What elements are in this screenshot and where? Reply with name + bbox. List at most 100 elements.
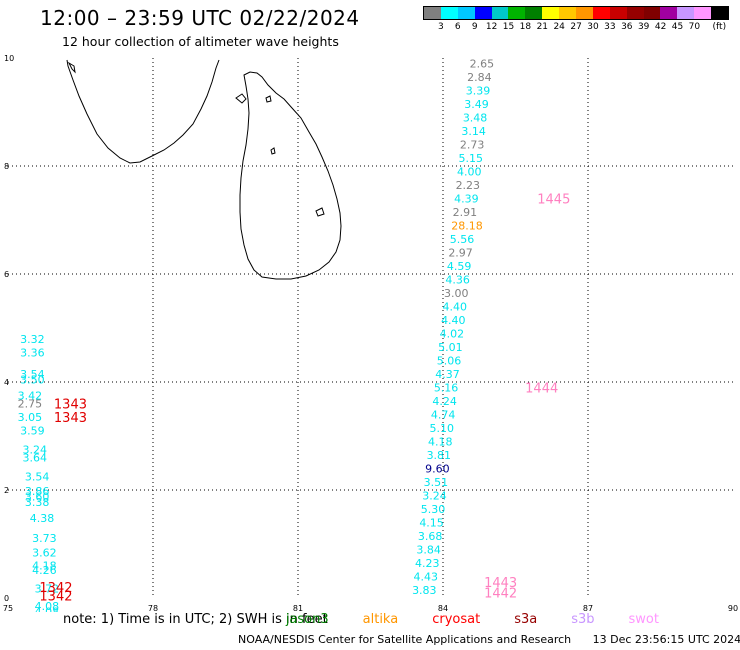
- color-legend-label: 33: [604, 22, 616, 32]
- wave-height-value: 3.39: [466, 84, 491, 97]
- wave-height-value: 4.02: [440, 327, 465, 340]
- wave-height-value: 2.65: [470, 57, 495, 70]
- wave-height-value: 4.24: [432, 395, 457, 408]
- wave-height-value: 3.54: [20, 368, 45, 381]
- coastline: [66, 59, 342, 280]
- wave-height-value: 3.05: [18, 411, 42, 424]
- wave-height-value: 5.56: [450, 233, 475, 246]
- satellite-s3b: s3b: [571, 612, 595, 627]
- color-swatch: [542, 7, 560, 19]
- color-swatch: [576, 7, 593, 19]
- chart-subtitle: 12 hour collection of altimeter wave hei…: [62, 34, 339, 49]
- satellite-legend: jason3 altika cryosat s3a s3b swot: [286, 612, 659, 627]
- color-legend-labels: 3 6 9 12 15 18 21 24 27 30 33 36 39 42 45 70 (ft): [423, 20, 729, 32]
- island-fragment: [270, 147, 276, 155]
- wave-height-value: 5.06: [437, 354, 462, 367]
- note-line: note: 1) Time is in UTC; 2) SWH is in fe…: [63, 612, 659, 627]
- wave-height-value: 3.84: [416, 543, 441, 556]
- color-legend-label: 27: [570, 22, 582, 32]
- color-legend: 3 6 9 12 15 18 21 24 27 30 33 36 39 42 45 70 (ft): [423, 6, 730, 32]
- color-legend-label: 42: [654, 22, 667, 32]
- wave-height-value: 2.84: [467, 71, 492, 84]
- wave-height-value: 3.64: [23, 452, 48, 465]
- wave-height-value: 3.42: [18, 390, 42, 403]
- footer-timestamp: 13 Dec 23:56:15 UTC 2024: [592, 633, 740, 646]
- footer: NOAA/NESDIS Center for Satellite Applica…: [238, 633, 740, 646]
- wave-height-value: 2.91: [453, 206, 478, 219]
- color-swatch: [711, 7, 729, 19]
- color-swatch: [694, 7, 712, 19]
- pass-id-label: 1444: [525, 381, 558, 396]
- x-tick-label: 87: [583, 604, 593, 612]
- wave-height-value: 4.23: [415, 557, 440, 570]
- wave-height-value: 3.59: [20, 425, 45, 438]
- wave-height-value: 3.24: [23, 444, 48, 457]
- pass-id-label: 1342: [39, 589, 72, 604]
- color-legend-unit: (ft): [712, 22, 727, 32]
- x-tick-label: 75: [3, 604, 13, 612]
- satellite-cryosat: cryosat: [432, 612, 481, 627]
- wave-height-value: 4.39: [454, 192, 479, 205]
- wave-height-value: 3.14: [461, 125, 486, 138]
- color-swatch: [424, 7, 441, 19]
- color-swatch: [677, 7, 695, 19]
- wave-height-value: 3.24: [422, 489, 447, 502]
- chart-title: 12:00 – 23:59 UTC 02/22/2024: [40, 6, 360, 30]
- color-swatch: [660, 7, 678, 19]
- color-legend-label: 70: [688, 22, 701, 32]
- wave-height-value: 4.00: [457, 165, 482, 178]
- wave-height-value: 3.72: [35, 582, 60, 595]
- india-coastline: [66, 59, 220, 164]
- wave-height-value: 5.10: [429, 422, 454, 435]
- satellite-s3a: s3a: [514, 612, 538, 627]
- wave-height-value: 4.15: [419, 516, 444, 529]
- wave-height-observations: 2.652.843.393.493.483.142.735.154.002.23…: [18, 57, 494, 612]
- wave-height-value: 28.18: [451, 219, 483, 232]
- wave-height-value: 2.23: [456, 179, 481, 192]
- pass-id-label: 1342: [39, 581, 72, 596]
- color-swatch: [609, 7, 627, 19]
- wave-height-value: 3.68: [418, 530, 443, 543]
- wave-height-value: 2.75: [18, 398, 42, 411]
- wave-height-value: 3.49: [464, 98, 489, 111]
- x-tick-label: 78: [148, 604, 158, 612]
- wave-height-value: 3.83: [412, 584, 437, 597]
- y-tick-label: 0: [4, 594, 9, 603]
- wave-height-value: 3.86: [25, 485, 49, 498]
- pass-id-label: 1343: [54, 398, 87, 413]
- color-legend-label: 39: [637, 22, 650, 32]
- pass-id-label: 1442: [484, 587, 517, 602]
- pass-id-label: 1443: [484, 576, 517, 591]
- y-tick-label: 10: [4, 54, 14, 63]
- y-tick-label: 4: [4, 378, 9, 387]
- note-prefix: note: 1) Time is in UTC; 2) SWH is in fe…: [63, 612, 328, 627]
- wave-height-value: 3.51: [424, 476, 449, 489]
- wave-height-value: 5.16: [434, 381, 459, 394]
- wave-height-value: 4.43: [414, 570, 439, 583]
- island-fragment: [315, 207, 325, 217]
- color-legend-label: 9: [471, 22, 478, 32]
- wave-height-value: 4.40: [441, 314, 466, 327]
- color-legend-label: 18: [519, 22, 532, 32]
- footer-credit: NOAA/NESDIS Center for Satellite Applica…: [238, 633, 572, 646]
- color-swatch: [592, 7, 610, 19]
- wave-height-value: 5.30: [421, 503, 446, 516]
- axes: 75 78 81 84 87 90 0 2 4 6 8 10: [3, 54, 738, 612]
- wave-height-value: 4.08: [35, 606, 60, 613]
- wave-height-value: 4.59: [447, 260, 472, 273]
- color-swatch: [643, 7, 661, 19]
- wave-height-value: 4.36: [445, 273, 470, 286]
- color-legend-label: 30: [587, 22, 599, 32]
- color-legend-label: 21: [536, 22, 549, 32]
- wave-height-value: 3.38: [25, 496, 49, 509]
- lat-lon-grid: [8, 58, 733, 598]
- color-legend-label: 45: [671, 22, 684, 32]
- satellite-altika: altika: [362, 612, 399, 627]
- wave-height-value: 4.74: [431, 408, 456, 421]
- color-legend-label: 12: [485, 22, 498, 32]
- color-legend-swatches: [423, 6, 730, 20]
- x-tick-label: 81: [293, 604, 303, 612]
- color-swatch: [626, 7, 644, 19]
- wave-height-value: 9.60: [425, 462, 450, 475]
- wave-height-value: 5.15: [458, 152, 483, 165]
